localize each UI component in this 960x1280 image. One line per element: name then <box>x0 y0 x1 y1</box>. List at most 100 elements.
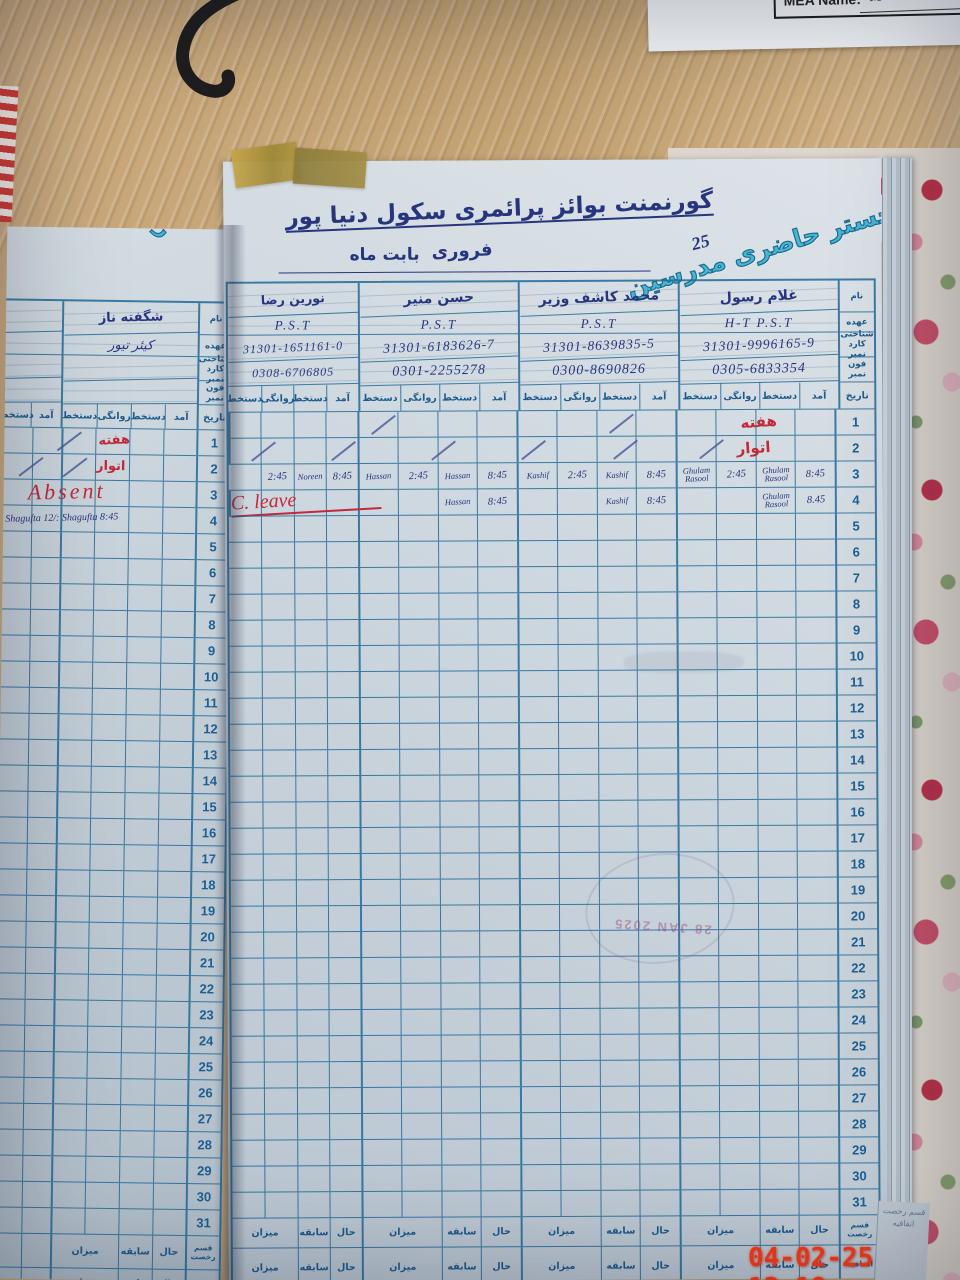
day-cell <box>60 532 95 558</box>
day-cell <box>0 1077 24 1103</box>
day-cell <box>123 845 158 871</box>
teacher-phone-handwriting: 0301-2255278 <box>359 357 519 387</box>
day-cell <box>678 982 719 1008</box>
day-cell <box>21 1155 52 1182</box>
day-cell <box>559 1034 600 1060</box>
day-cell <box>293 438 326 464</box>
subcolumn-header: دستخط <box>599 383 639 410</box>
day-row: 20 <box>230 902 878 932</box>
day-cell <box>155 949 190 976</box>
day-cell <box>795 539 836 565</box>
day-row: 29 <box>0 1153 221 1184</box>
day-cell <box>677 826 718 852</box>
day-cell <box>477 541 518 567</box>
day-row: 13 <box>0 737 227 768</box>
day-cell <box>91 714 126 741</box>
day-cell <box>261 516 294 542</box>
day-cell <box>717 773 758 800</box>
day-cell <box>757 851 798 877</box>
day-cell <box>478 645 518 671</box>
date-number: 16 <box>836 799 877 825</box>
teacher-cnic-handwriting <box>0 353 62 380</box>
day-cell <box>400 931 440 957</box>
subcolumn-header: دستخط <box>682 390 718 402</box>
day-cell <box>90 792 125 819</box>
day-row: 31 <box>0 1205 220 1236</box>
day-cell <box>519 904 560 931</box>
day-cell <box>0 765 28 791</box>
day-cell: 8.45 <box>795 487 836 513</box>
day-row: 28 <box>232 1110 879 1140</box>
day-cell <box>296 1114 330 1140</box>
date-number: 25 <box>837 1033 878 1059</box>
summary-current-label <box>20 1233 51 1268</box>
tape-piece <box>292 147 368 189</box>
entry-handwriting: Hassan <box>444 470 471 482</box>
day-cell <box>520 1164 561 1191</box>
entry-handwriting: Noreen <box>297 471 323 483</box>
day-cell <box>51 1130 86 1156</box>
day-cell <box>398 593 439 619</box>
day-cell <box>519 982 560 1009</box>
entry-handwriting: Ghulam Rasool <box>761 464 790 485</box>
day-row: 4 8.45 Ghulam Rasool 8:45 Kashif 8:45 Hassan C.… <box>228 484 875 518</box>
day-cell <box>478 749 519 775</box>
day-cell <box>294 620 327 646</box>
day-cell <box>794 435 835 461</box>
day-cell <box>52 1104 87 1130</box>
summary-total-label: میزان <box>361 1217 442 1248</box>
day-row: 1 هفته <box>228 408 875 438</box>
date-number: 22 <box>837 955 878 981</box>
day-cell <box>440 1139 481 1165</box>
day-cell <box>758 1111 799 1137</box>
day-cell <box>329 1192 362 1218</box>
teacher-designation-handwriting: کیئر تیور <box>63 333 198 358</box>
day-cell <box>85 1104 120 1131</box>
day-cell <box>28 635 59 662</box>
day-cell <box>758 981 798 1007</box>
day-cell <box>86 1052 121 1079</box>
day-cell <box>360 1061 401 1088</box>
day-cell <box>400 983 441 1009</box>
day-cell <box>716 721 757 748</box>
teacher-designation-handwriting <box>0 331 62 356</box>
day-cell <box>360 1009 401 1036</box>
entry-handwriting: Kashif <box>605 495 629 507</box>
day-cell <box>756 617 797 643</box>
day-cell <box>158 741 193 768</box>
day-cell: 2:45 <box>556 462 597 488</box>
day-cell <box>57 714 92 740</box>
day-cell <box>519 878 559 905</box>
day-cell <box>516 488 557 515</box>
day-cell <box>599 982 639 1008</box>
day-cell <box>358 515 399 542</box>
teacher-name-handwriting: نورین رضا <box>227 280 359 318</box>
day-cell <box>88 896 123 923</box>
day-cell <box>479 853 520 879</box>
day-cell <box>758 1033 799 1059</box>
day-cell <box>127 559 162 585</box>
day-cell <box>27 713 58 740</box>
day-cell <box>598 800 639 826</box>
day-cell <box>679 1060 719 1086</box>
date-number: 9 <box>835 617 876 643</box>
day-cell <box>755 565 796 591</box>
day-row: 8 <box>229 590 876 620</box>
entry-handwriting: Ghulam Rasool <box>761 490 790 511</box>
date-number: 19 <box>837 877 877 903</box>
teacher-phone-handwriting: 0305-6833354 <box>679 356 839 385</box>
day-cell <box>438 671 479 697</box>
teacher-phone-handwriting <box>63 379 198 405</box>
teacher-phone-handwriting: 0300-8690826 <box>519 356 679 386</box>
day-cell <box>25 869 56 896</box>
day-row: 19 <box>230 876 877 906</box>
day-cell <box>559 956 600 982</box>
day-cell <box>92 636 127 663</box>
summary-current-label: حال <box>799 1215 839 1245</box>
day-cell <box>56 792 91 818</box>
subcolumn-header: دستخط <box>522 391 558 403</box>
day-cell <box>397 411 438 437</box>
day-cell <box>327 828 360 854</box>
day-cell <box>557 644 598 670</box>
